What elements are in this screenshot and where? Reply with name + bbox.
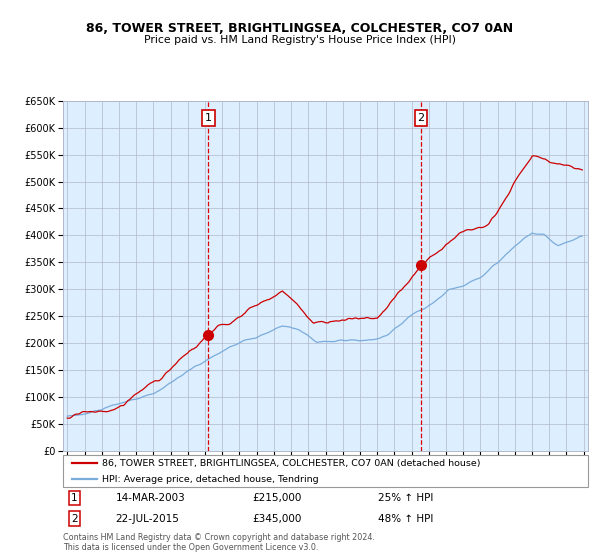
Text: 22-JUL-2015: 22-JUL-2015 [115,514,179,524]
Text: Price paid vs. HM Land Registry's House Price Index (HPI): Price paid vs. HM Land Registry's House … [144,35,456,45]
Text: £215,000: £215,000 [252,493,301,503]
Text: 2: 2 [418,113,425,123]
Text: 1: 1 [205,113,212,123]
Text: 14-MAR-2003: 14-MAR-2003 [115,493,185,503]
Text: 86, TOWER STREET, BRIGHTLINGSEA, COLCHESTER, CO7 0AN (detached house): 86, TOWER STREET, BRIGHTLINGSEA, COLCHES… [103,459,481,468]
Text: £345,000: £345,000 [252,514,301,524]
Text: 2: 2 [71,514,78,524]
Text: Contains HM Land Registry data © Crown copyright and database right 2024.: Contains HM Land Registry data © Crown c… [63,533,375,542]
Text: 1: 1 [71,493,78,503]
FancyBboxPatch shape [63,455,588,487]
Text: This data is licensed under the Open Government Licence v3.0.: This data is licensed under the Open Gov… [63,543,319,552]
Text: 86, TOWER STREET, BRIGHTLINGSEA, COLCHESTER, CO7 0AN: 86, TOWER STREET, BRIGHTLINGSEA, COLCHES… [86,22,514,35]
Text: 48% ↑ HPI: 48% ↑ HPI [378,514,433,524]
Text: 25% ↑ HPI: 25% ↑ HPI [378,493,433,503]
Text: HPI: Average price, detached house, Tendring: HPI: Average price, detached house, Tend… [103,474,319,484]
